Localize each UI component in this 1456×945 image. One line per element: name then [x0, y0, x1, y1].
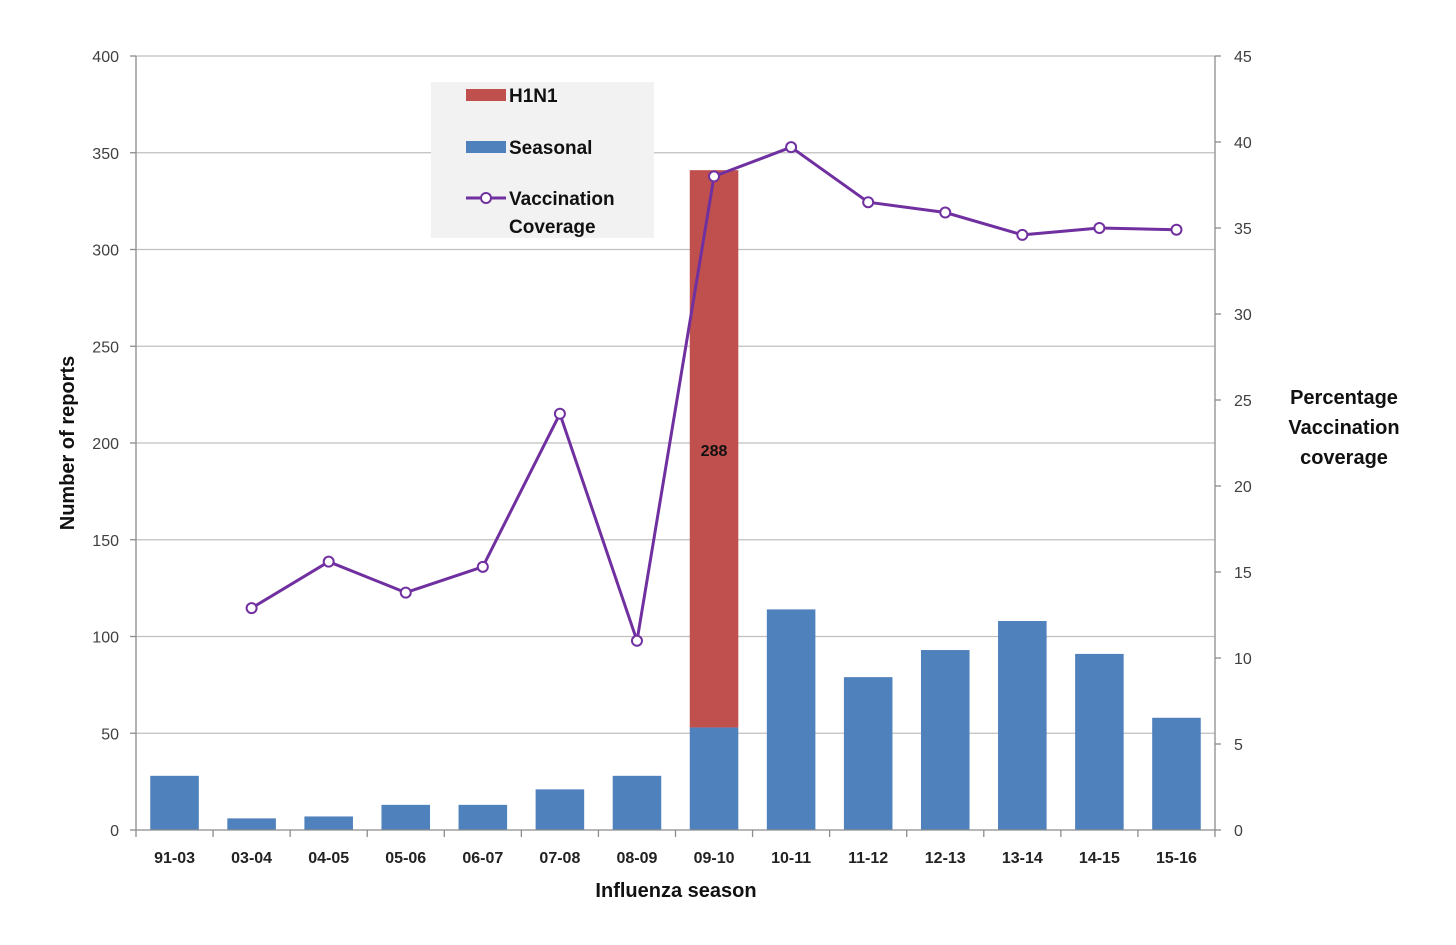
- right-tick-label: 20: [1234, 479, 1252, 496]
- coverage-point-14-15: [1093, 222, 1106, 234]
- right-tick-label: 15: [1234, 565, 1252, 582]
- left-tick-label: 50: [101, 726, 119, 743]
- legend-swatch-h1n1: [466, 89, 506, 101]
- left-tick-label: 250: [92, 339, 119, 356]
- bar-seasonal-13-14: [998, 621, 1047, 830]
- y-axis-title: Number of reports: [57, 356, 79, 530]
- left-tick-label: 100: [92, 630, 119, 647]
- x-tick-label: 08-09: [617, 850, 658, 867]
- right-tick-label: 35: [1234, 221, 1252, 238]
- x-tick-label: 12-13: [925, 850, 966, 867]
- right-axis-title: coverage: [1300, 447, 1388, 469]
- coverage-point-11-12: [862, 196, 875, 209]
- bar-seasonal-07-08: [535, 789, 585, 830]
- x-tick-label: 13-14: [1002, 850, 1043, 867]
- coverage-point-05-06: [399, 586, 412, 599]
- coverage-point-07-08: [553, 407, 566, 420]
- coverage-point-10-11: [785, 141, 798, 154]
- coverage-point-08-09: [630, 634, 643, 647]
- coverage-point-09-10: [708, 170, 721, 183]
- bar-seasonal-15-16: [1152, 717, 1201, 830]
- x-tick-label: 15-16: [1156, 850, 1197, 867]
- vaccination-line: [245, 141, 1183, 647]
- x-tick-label: 04-05: [308, 850, 349, 867]
- x-tick-label: 05-06: [385, 850, 426, 867]
- bar-seasonal-11-12: [843, 677, 893, 830]
- grid: [136, 55, 1215, 734]
- legend-label: Seasonal: [509, 138, 592, 159]
- bar-seasonal-08-09: [612, 775, 662, 830]
- x-tick-label: 09-10: [694, 850, 735, 867]
- data-label-h1n1: 288: [701, 443, 728, 460]
- x-tick-label: 03-04: [231, 850, 272, 867]
- legend-box: [431, 82, 654, 238]
- x-tick-label: 91-03: [154, 850, 195, 867]
- x-tick-label: 11-12: [848, 850, 888, 867]
- axes: 0 50 100 150 200 250 300 350 400 0 5 10 15 20 25 30 35 40…: [92, 49, 1252, 867]
- left-tick-label: 150: [92, 533, 119, 550]
- left-tick-label: 400: [92, 49, 119, 66]
- left-tick-label: 300: [92, 243, 119, 260]
- legend-label: Vaccination: [509, 189, 615, 210]
- bar-seasonal-09-10: [689, 727, 739, 830]
- bar-h1n1-09-10: [689, 170, 739, 728]
- legend-swatch-marker: [480, 192, 492, 204]
- right-tick-label: 10: [1234, 651, 1252, 668]
- legend-label: Coverage: [509, 217, 596, 238]
- right-tick-label: 40: [1234, 135, 1252, 152]
- legend-label: H1N1: [509, 86, 558, 107]
- x-tick-label: 06-07: [462, 850, 503, 867]
- legend: H1N1 Seasonal Vaccination Coverage: [431, 82, 654, 238]
- x-tick-label: 07-08: [539, 850, 580, 867]
- axis-titles: Influenza season Number of reports Percent…: [57, 356, 1400, 902]
- bar-seasonal-05-06: [381, 804, 431, 830]
- right-tick-label: 45: [1234, 49, 1252, 66]
- bar-seasonal-14-15: [1075, 653, 1124, 830]
- bar-seasonal-03-04: [227, 818, 276, 830]
- right-tick-label: 0: [1234, 823, 1243, 840]
- x-axis-title: Influenza season: [595, 880, 756, 902]
- legend-swatch-seasonal: [466, 141, 506, 153]
- x-tick-label: 14-15: [1079, 850, 1120, 867]
- coverage-point-06-07: [476, 560, 489, 573]
- coverage-point-04-05: [322, 555, 335, 568]
- left-tick-label: 350: [92, 146, 119, 163]
- right-tick-label: 5: [1234, 737, 1243, 754]
- coverage-point-03-04: [245, 602, 258, 615]
- right-axis-title: Percentage: [1290, 387, 1398, 409]
- right-tick-label: 25: [1234, 393, 1252, 410]
- right-axis-title: Vaccination: [1288, 417, 1399, 439]
- left-tick-label: 200: [92, 436, 119, 453]
- bars: [150, 170, 1201, 830]
- left-tick-label: 0: [110, 823, 119, 840]
- bar-seasonal-10-11: [766, 609, 816, 830]
- coverage-point-15-16: [1170, 223, 1183, 236]
- coverage-point-12-13: [939, 206, 952, 219]
- bar-seasonal-04-05: [304, 816, 353, 830]
- x-tick-label: 10-11: [771, 850, 811, 867]
- bar-seasonal-12-13: [920, 650, 970, 830]
- data-labels: 288: [701, 443, 728, 460]
- right-tick-label: 30: [1234, 307, 1252, 324]
- coverage-point-13-14: [1016, 228, 1029, 241]
- bar-seasonal-06-07: [458, 804, 508, 830]
- bar-seasonal-91-03: [150, 775, 199, 830]
